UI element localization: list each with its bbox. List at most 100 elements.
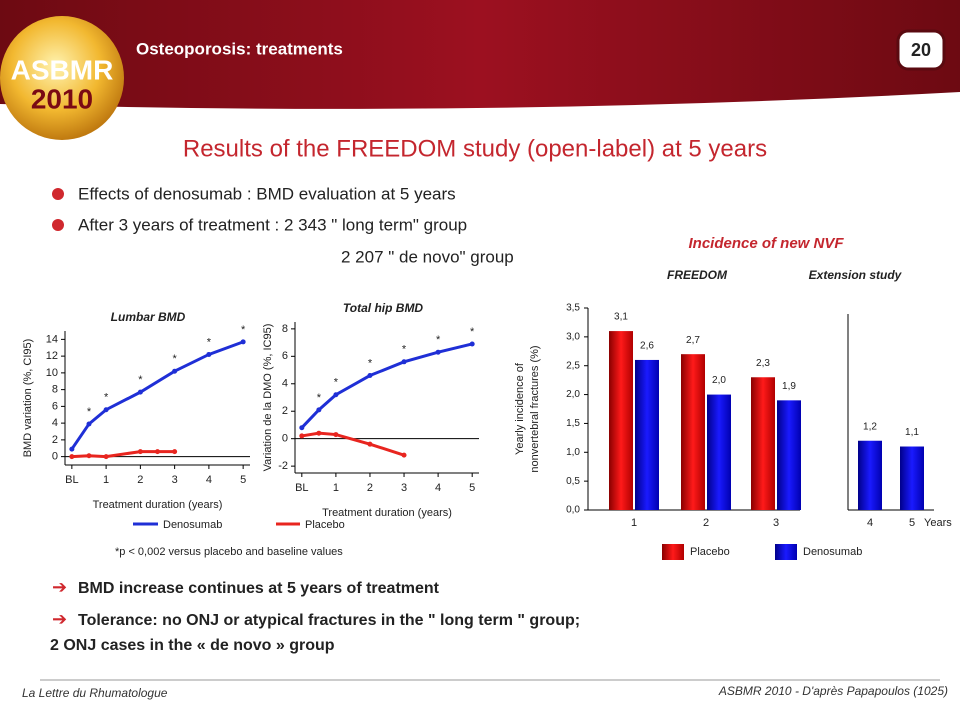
point (367, 373, 373, 379)
point (137, 389, 143, 395)
conclusion: BMD increase continues at 5 years of tre… (78, 580, 440, 597)
y-tick-label: 2,0 (566, 389, 580, 400)
annotation: * (334, 377, 339, 389)
slide-title: Results of the FREEDOM study (open-label… (183, 135, 767, 162)
header-title: Osteoporosis: treatments (136, 39, 343, 58)
legend-swatch (662, 544, 684, 560)
y-tick-label: 8 (282, 323, 288, 335)
bar (707, 394, 731, 510)
series-line (71, 450, 175, 459)
series-line (70, 340, 244, 450)
panel-title: FREEDOM (667, 268, 728, 282)
y-tick-label: 12 (46, 350, 58, 362)
panel-title: Extension study (809, 268, 903, 282)
y-tick-label: 4 (52, 417, 58, 429)
x-tick-label: 1 (333, 482, 339, 494)
x-tick-label: 2 (367, 482, 373, 494)
point (137, 449, 143, 455)
point (333, 392, 339, 398)
y-tick-label: 3,0 (566, 331, 580, 342)
value-label: 2,3 (756, 358, 770, 369)
value-label: 2,6 (640, 341, 654, 352)
y-axis-label: nonvertebral fractures (%) (529, 345, 541, 472)
page-badge (896, 29, 946, 71)
footer-left: La Lettre du Rhumatologue (22, 686, 168, 700)
x-tick-label: 3 (401, 482, 407, 494)
x-tick-label: BL (295, 482, 308, 494)
value-label: 1,2 (863, 421, 877, 432)
bullet: 2 207 " de novo" group (341, 247, 514, 266)
bar (681, 354, 705, 510)
y-axis-label: Variation de la DMO (%, IC95) (262, 324, 274, 472)
bullet: After 3 years of treatment : 2 343 " lon… (78, 215, 467, 234)
logo-year: 2010 (31, 83, 93, 114)
x-tick-label: 4 (206, 474, 212, 486)
x-tick-label: 2 (703, 517, 709, 529)
x-tick-label: 3 (773, 517, 779, 529)
x-axis-label: Treatment duration (years) (322, 507, 452, 519)
point (86, 421, 92, 427)
point (240, 339, 246, 345)
point (333, 432, 339, 438)
y-tick-label: 10 (46, 367, 58, 379)
y-tick-label: -2 (278, 460, 288, 472)
point (172, 368, 178, 374)
chart-title: Total hip BMD (343, 301, 424, 315)
point (316, 430, 322, 436)
point (316, 407, 322, 413)
series-line (301, 431, 405, 457)
footer-right: ASBMR 2010 - D'après Papapoulos (1025) (718, 684, 948, 698)
point (86, 453, 92, 459)
annotation: * (207, 336, 212, 348)
bar (751, 377, 775, 510)
annotation: * (87, 406, 92, 418)
legend-label: Denosumab (163, 519, 222, 531)
legend-label: Placebo (305, 519, 345, 531)
x-tick-label: BL (65, 474, 78, 486)
y-tick-label: 0,5 (566, 476, 580, 487)
point (103, 407, 109, 413)
annotation: * (172, 353, 177, 365)
point (103, 454, 109, 460)
bar (858, 440, 882, 510)
value-label: 3,1 (614, 312, 628, 323)
y-tick-label: 6 (282, 350, 288, 362)
x-tick-label: 4 (867, 517, 873, 529)
y-tick-label: 0 (52, 451, 58, 463)
bar (635, 359, 659, 510)
y-tick-label: 0,0 (566, 505, 580, 516)
point (299, 433, 305, 439)
y-axis-label: BMD variation (%, CI95) (22, 339, 34, 458)
y-tick-label: 1,5 (566, 418, 580, 429)
bar (900, 446, 924, 510)
annotation: * (368, 357, 373, 369)
logo-text: ASBMR (11, 54, 114, 85)
conclusion: 2 ONJ cases in the « de novo » group (50, 637, 335, 654)
conclusion: Tolerance: no ONJ or atypical fractures … (78, 612, 580, 629)
y-tick-label: 6 (52, 400, 58, 412)
x-tick-label: 2 (137, 474, 143, 486)
value-label: 2,0 (712, 375, 726, 386)
legend-label: Placebo (690, 546, 730, 558)
chart-title: Lumbar BMD (111, 310, 186, 324)
bullet: Effects of denosumab : BMD evaluation at… (78, 184, 456, 203)
x-axis-label: Years (924, 517, 952, 529)
y-tick-label: 4 (282, 378, 288, 390)
x-tick-label: 5 (909, 517, 915, 529)
y-tick-label: 2,5 (566, 360, 580, 371)
bullet-dot (52, 188, 64, 200)
bar (777, 400, 801, 510)
y-tick-label: 14 (46, 333, 58, 345)
logo (0, 16, 124, 140)
point (469, 341, 475, 347)
y-tick-label: 1,0 (566, 447, 580, 458)
annotation: * (470, 326, 475, 338)
series-line (300, 342, 473, 429)
x-tick-label: 3 (172, 474, 178, 486)
bar (609, 331, 633, 510)
value-label: 1,1 (905, 427, 919, 438)
chart-title: Incidence of new NVF (688, 235, 844, 252)
y-tick-label: 2 (282, 405, 288, 417)
page-number: 20 (911, 40, 931, 60)
